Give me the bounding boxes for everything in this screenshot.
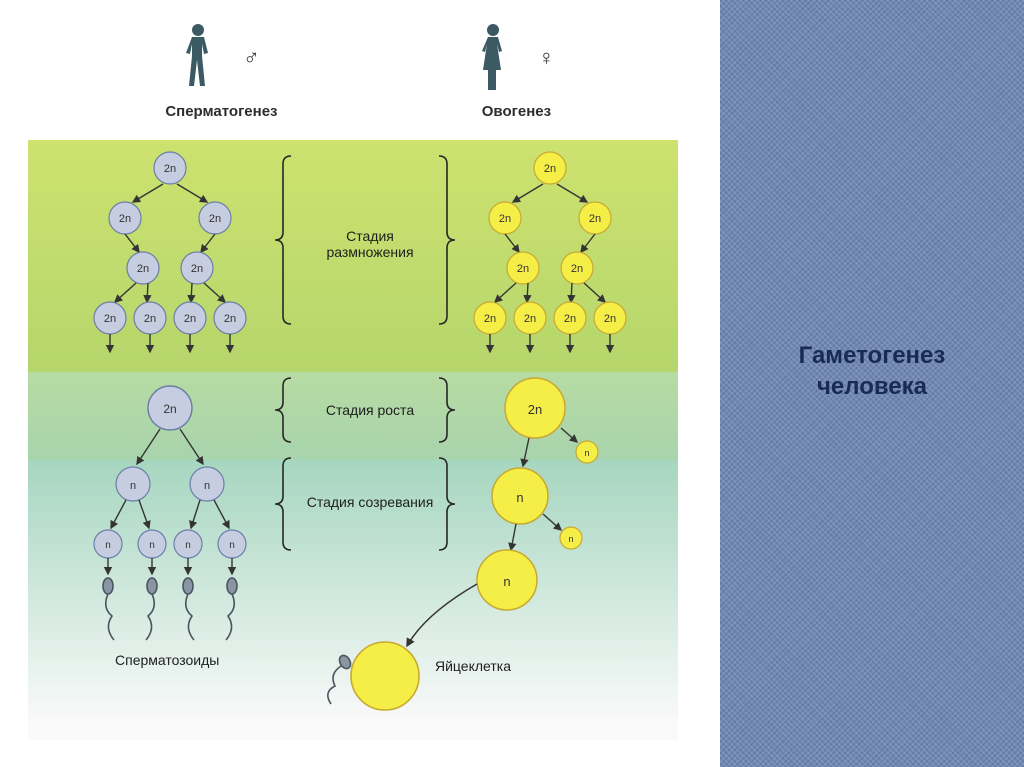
spermatogenesis-title: Сперматогенез	[165, 103, 277, 120]
oo-mat1: n	[492, 468, 548, 524]
slide-background: Гаметогенез человека	[720, 0, 1024, 767]
svg-text:2n: 2n	[484, 313, 496, 325]
header-row: ♂ Сперматогенез ♀ Овогенез	[15, 10, 705, 120]
svg-text:n: n	[130, 480, 136, 492]
svg-text:n: n	[204, 480, 210, 492]
svg-text:2n: 2n	[544, 163, 556, 175]
sperm-r2: 2n 2n	[109, 202, 231, 234]
spermatozoa	[103, 578, 237, 640]
svg-text:2n: 2n	[209, 213, 221, 225]
svg-text:n: n	[185, 540, 191, 551]
svg-text:2n: 2n	[191, 263, 203, 275]
gametogenesis-diagram: ♂ Сперматогенез ♀ Овогенез	[15, 10, 705, 755]
slide-title-l2: человека	[817, 373, 927, 400]
slide-title-l1: Гаметогенез	[799, 342, 946, 369]
svg-text:2n: 2n	[524, 313, 536, 325]
stage-label-reproduction: Стадия размножения	[303, 228, 437, 260]
svg-text:2n: 2n	[564, 313, 576, 325]
svg-text:2n: 2n	[104, 313, 116, 325]
svg-text:2n: 2n	[571, 263, 583, 275]
sperm-mat1: n n	[116, 467, 224, 501]
stage-label-growth: Стадия роста	[303, 402, 437, 418]
oo-mat2: n	[477, 550, 537, 610]
svg-text:n: n	[229, 540, 235, 551]
oo-r1: 2n	[534, 152, 566, 184]
diagram-panel: ♂ Сперматогенез ♀ Овогенез	[0, 0, 720, 767]
sperm-growth: 2n	[148, 386, 192, 430]
svg-text:2n: 2n	[163, 402, 176, 416]
svg-text:2n: 2n	[119, 213, 131, 225]
svg-text:2n: 2n	[528, 402, 542, 417]
svg-text:n: n	[105, 540, 111, 551]
sperm-r4: 2n 2n 2n 2n	[94, 302, 246, 334]
svg-text:2n: 2n	[517, 263, 529, 275]
svg-text:2n: 2n	[224, 313, 236, 325]
oo-growth: 2n	[505, 378, 565, 438]
sperm-mat2: n n n n	[94, 530, 246, 558]
female-figure-icon	[478, 23, 508, 93]
svg-text:2n: 2n	[144, 313, 156, 325]
svg-text:2n: 2n	[137, 263, 149, 275]
egg-cell	[351, 642, 419, 710]
female-block: ♀ Овогенез	[478, 23, 555, 120]
svg-text:n: n	[503, 574, 510, 589]
sperm-r3: 2n 2n	[127, 252, 213, 284]
svg-text:n: n	[568, 534, 573, 544]
svg-text:n: n	[516, 490, 523, 505]
male-block: ♂ Сперматогенез	[165, 23, 277, 120]
svg-text:2n: 2n	[604, 313, 616, 325]
male-symbol: ♂	[243, 45, 260, 71]
oo-r4: 2n 2n 2n 2n	[474, 302, 626, 334]
slide-title: Гаметогенез человека	[740, 340, 1004, 402]
result-sperm: Сперматозоиды	[115, 652, 219, 668]
svg-text:2n: 2n	[589, 213, 601, 225]
result-egg: Яйцеклетка	[435, 658, 511, 674]
female-symbol: ♀	[538, 45, 555, 71]
svg-text:n: n	[149, 540, 155, 551]
svg-text:2n: 2n	[184, 313, 196, 325]
oo-r3: 2n 2n	[507, 252, 593, 284]
fertilizing-sperm	[328, 653, 353, 704]
male-figure-icon	[183, 23, 213, 93]
svg-text:2n: 2n	[164, 163, 176, 175]
oo-r2: 2n 2n	[489, 202, 611, 234]
oogenesis-title: Овогенез	[482, 103, 551, 120]
stage-label-maturation: Стадия созревания	[303, 494, 437, 510]
svg-text:n: n	[584, 448, 589, 458]
svg-text:2n: 2n	[499, 213, 511, 225]
sperm-r1: 2n	[154, 152, 186, 184]
